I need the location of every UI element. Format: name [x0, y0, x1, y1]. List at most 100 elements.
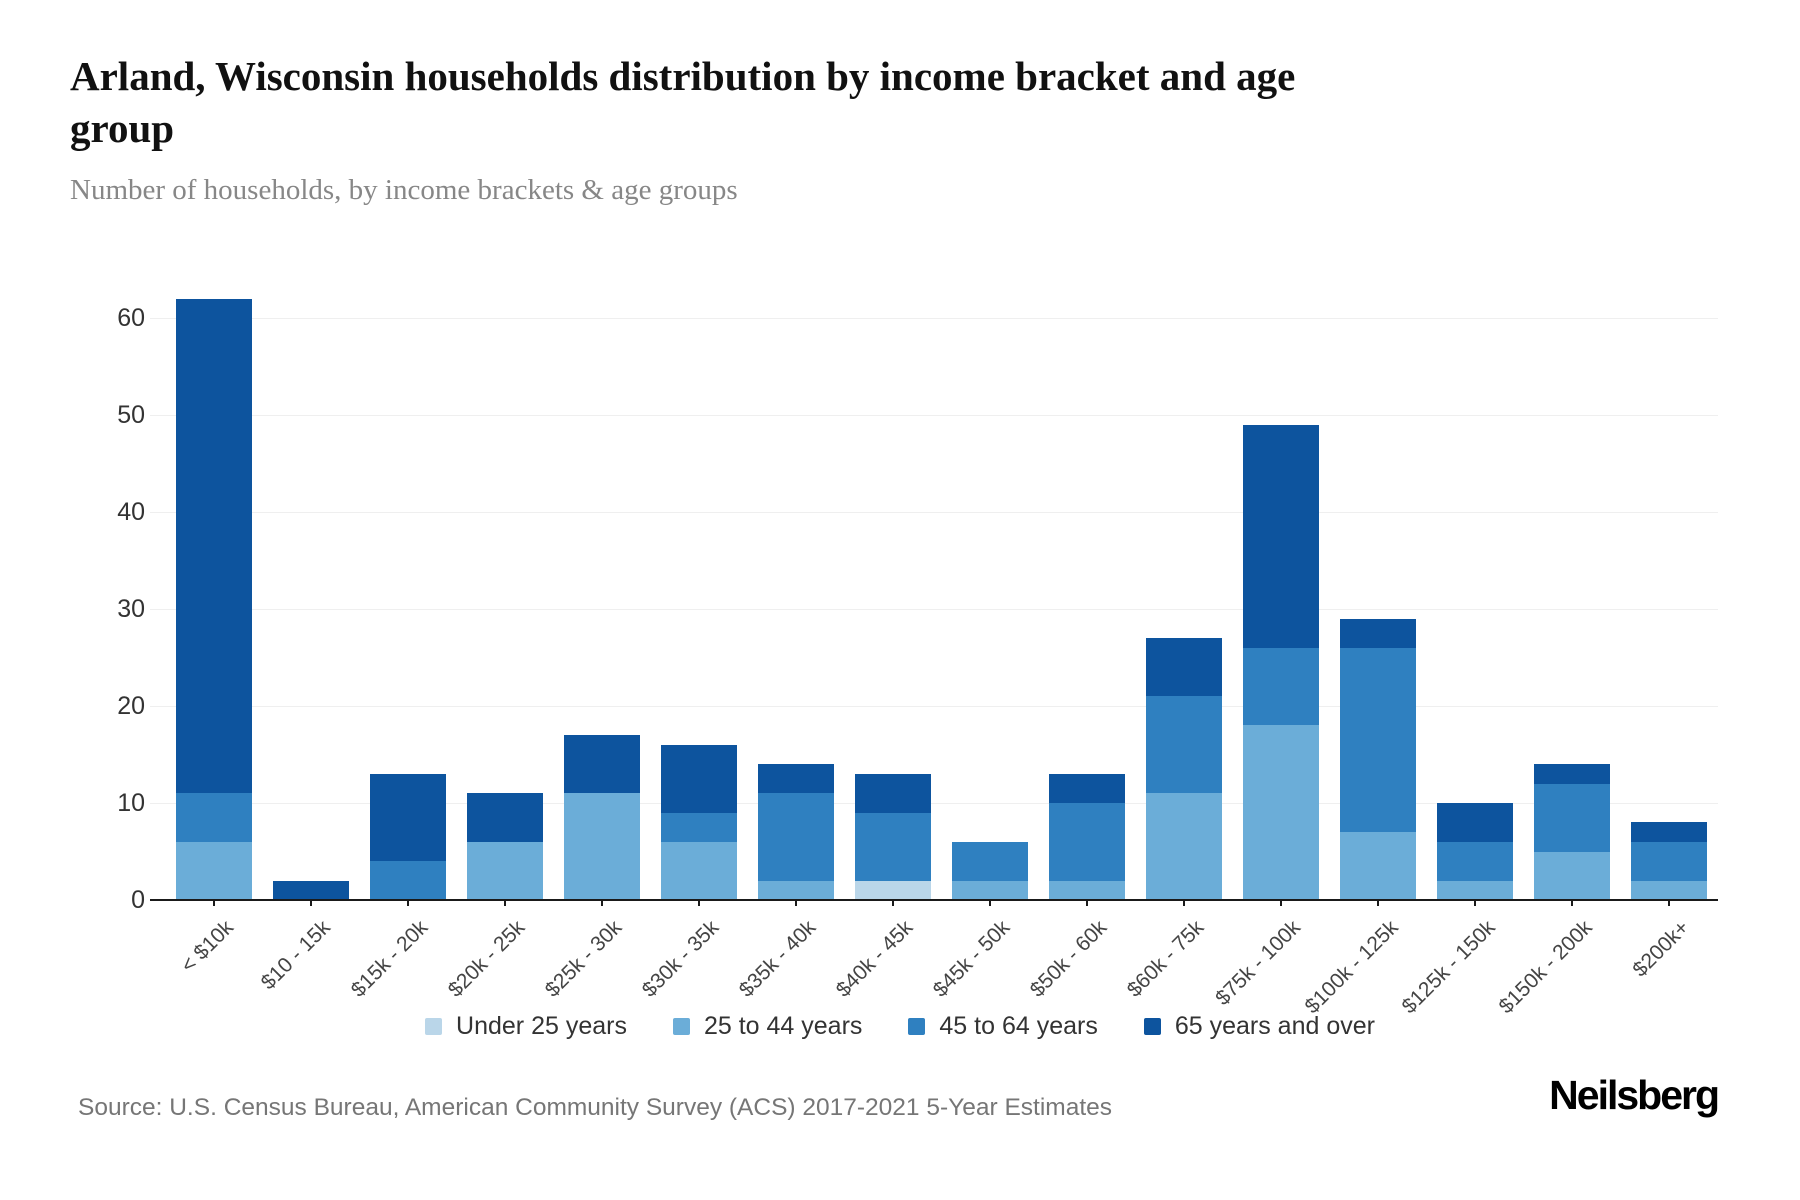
- y-axis-label-30: 30: [117, 595, 145, 624]
- x-axis-tick: [600, 901, 603, 906]
- bar-segment: [1437, 803, 1514, 842]
- x-axis-tick: [794, 901, 797, 906]
- bar-segment: [466, 793, 543, 842]
- gridline-10: [150, 802, 1718, 804]
- bar-segment: [1243, 424, 1320, 648]
- x-axis-tick: [1571, 901, 1574, 906]
- bar-segment: [854, 773, 931, 813]
- x-axis-label: $15k - 20k: [346, 916, 432, 1002]
- gridline-20: [150, 705, 1718, 707]
- source-attribution: Source: U.S. Census Bureau, American Com…: [78, 1094, 1113, 1121]
- bar-segment: [854, 812, 931, 881]
- bar-segment: [175, 793, 252, 842]
- bar-segment: [1340, 618, 1417, 648]
- x-axis-label: $150k - 200k: [1494, 916, 1597, 1019]
- neilsberg-logo: Neilsberg: [1549, 1072, 1720, 1118]
- legend-swatch: [672, 1018, 690, 1035]
- bar-segment: [1437, 880, 1514, 900]
- legend-item-45-to-64-years: 45 to 64 years: [908, 1012, 1098, 1041]
- legend-item-under-25-years: Under 25 years: [425, 1012, 627, 1041]
- x-axis-tick: [891, 901, 894, 906]
- bar-segment: [369, 861, 446, 900]
- x-axis-tick: [1668, 901, 1671, 906]
- x-axis-label: $35k - 40k: [734, 916, 821, 1002]
- bar-segment: [660, 841, 737, 900]
- bar-segment: [757, 793, 834, 881]
- bar-segment: [1243, 647, 1320, 726]
- x-axis-tick: [1280, 901, 1283, 906]
- x-axis-tick: [1377, 901, 1380, 906]
- gridline-60: [150, 317, 1718, 319]
- legend-label: 25 to 44 years: [703, 1012, 863, 1040]
- bar-segment: [1437, 841, 1514, 881]
- bar-segment: [272, 880, 349, 900]
- x-axis-tick: [697, 901, 700, 906]
- bar-segment: [757, 764, 834, 794]
- legend-item-25-to-44-years: 25 to 44 years: [672, 1012, 863, 1041]
- bar-segment: [1340, 832, 1417, 900]
- x-axis-tick: [406, 901, 409, 906]
- x-axis-tick: [1086, 901, 1089, 906]
- x-axis-tick: [1183, 901, 1186, 906]
- bar-segment: [466, 841, 543, 900]
- bar-segment: [1631, 880, 1708, 900]
- x-axis-line: [150, 899, 1718, 901]
- bar-segment: [563, 735, 640, 794]
- x-axis-label: $200k+: [1628, 916, 1694, 982]
- bar-segment: [1340, 647, 1417, 833]
- bar-segment: [952, 841, 1029, 881]
- legend-swatch: [1143, 1018, 1161, 1035]
- x-axis-label: $100k - 125k: [1300, 916, 1403, 1019]
- x-axis-tick: [1474, 901, 1477, 906]
- bar-segment: [1534, 764, 1611, 784]
- bar-segment: [1146, 638, 1223, 697]
- y-axis-label-50: 50: [117, 401, 145, 430]
- bar-segment: [1146, 793, 1223, 900]
- y-axis-label-10: 10: [117, 789, 145, 818]
- legend-swatch: [908, 1018, 926, 1035]
- y-axis-label-60: 60: [117, 304, 145, 333]
- bar-segment: [952, 880, 1029, 900]
- bar-segment: [1049, 773, 1126, 804]
- page-title: Arland, Wisconsin households distributio…: [70, 53, 1296, 152]
- x-axis-tick: [212, 901, 215, 906]
- bar-segment: [660, 744, 737, 813]
- x-axis-label: $20k - 25k: [443, 916, 529, 1002]
- legend-item-65-years-and-over: 65 years and over: [1143, 1012, 1375, 1041]
- x-axis-label: $50k - 60k: [1025, 916, 1112, 1002]
- chart-legend: Under 25 years 25 to 44 years 45 to 64 yea…: [0, 1012, 1800, 1041]
- x-axis-label: $40k - 45k: [831, 916, 918, 1002]
- bar-segment: [1534, 783, 1611, 852]
- page-subtitle: Number of households, by income brackets…: [70, 174, 738, 206]
- bar-segment: [563, 793, 640, 900]
- legend-label: 65 years and over: [1174, 1012, 1375, 1040]
- x-axis-label: $75k - 100k: [1211, 916, 1306, 1010]
- bar-segment: [1049, 803, 1126, 881]
- x-axis-label: $125k - 150k: [1397, 916, 1500, 1019]
- x-axis-tick: [989, 901, 992, 906]
- bar-segment: [1243, 725, 1320, 900]
- legend-label: 45 to 64 years: [939, 1012, 1098, 1040]
- y-axis-label-20: 20: [117, 692, 145, 721]
- x-axis-label: $30k - 35k: [637, 916, 724, 1002]
- bar-segment: [1631, 822, 1708, 842]
- bar-segment: [757, 880, 834, 900]
- bar-segment: [1049, 880, 1126, 900]
- gridline-30: [150, 608, 1718, 610]
- legend-swatch: [425, 1018, 443, 1035]
- y-axis-label-0: 0: [131, 886, 145, 914]
- bar-segment: [1631, 841, 1708, 881]
- y-axis-label-40: 40: [117, 498, 145, 527]
- bar-segment: [854, 880, 931, 900]
- x-axis-label: $10 - 15k: [256, 916, 335, 995]
- x-axis-label: $25k - 30k: [540, 916, 627, 1002]
- gridline-40: [150, 511, 1718, 513]
- x-axis-tick: [309, 901, 312, 906]
- x-axis-label: $60k - 75k: [1122, 916, 1209, 1002]
- x-axis-label: $45k - 50k: [928, 916, 1015, 1002]
- bar-segment: [175, 298, 252, 794]
- bar-segment: [369, 773, 446, 862]
- x-axis-tick: [503, 901, 506, 906]
